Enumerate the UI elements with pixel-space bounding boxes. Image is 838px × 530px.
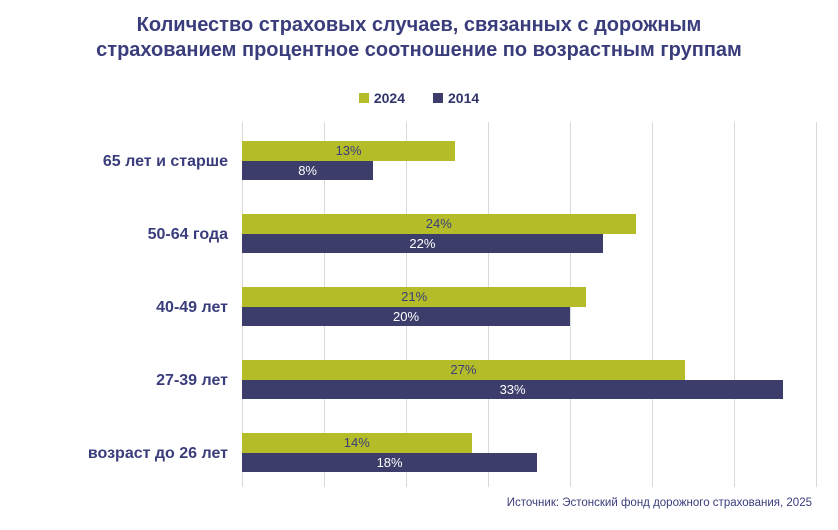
category-label: 65 лет и старше [102,152,228,170]
bar-value-label: 27% [450,362,477,378]
gridline [816,122,817,487]
bar-value-label: 33% [499,381,526,397]
bar-group: 14% 18% [242,414,816,487]
plot-rows: 13% 8% 24% 22% 21% 20% 27% 33% 14% 18% [242,122,816,487]
bar-group: 27% 33% [242,341,816,414]
category-label: возраст до 26 лет [87,444,228,462]
legend-swatch-2014-icon [433,93,443,103]
bar-2024: 21% [242,287,587,307]
bar-2024: 27% [242,360,685,380]
category-label: 50-64 года [147,225,228,243]
legend-label-2014: 2014 [448,90,480,106]
bar-2024: 24% [242,214,636,234]
bar-value-label: 8% [298,162,317,178]
category-label: 40-49 лет [156,298,228,316]
bar-2014: 33% [242,379,784,399]
bar-2014: 20% [242,306,570,326]
bar-2024: 14% [242,433,472,453]
bar-2014: 8% [242,160,374,180]
legend-swatch-2024-icon [358,93,369,103]
bar-2024: 13% [242,141,456,161]
bar-value-label: 22% [409,235,436,251]
bar-value-label: 21% [401,289,428,305]
bar-group: 13% 8% [242,122,816,195]
bar-value-label: 18% [376,454,403,470]
source-note: Источник: Эстонский фонд дорожного страх… [506,497,812,509]
legend-item-2024: 2024 [358,90,405,106]
bar-group: 21% 20% [242,268,816,341]
chart-title: Количество страховых случаев, связанных … [96,14,742,61]
gridline [734,122,735,487]
bar-group: 24% 22% [242,195,816,268]
bar-value-label: 14% [343,435,370,451]
category-axis: 65 лет и старше 50-64 года 40-49 лет 27-39 … [0,122,228,487]
legend-item-2014: 2014 [433,90,479,106]
bar-value-label: 20% [392,308,420,324]
bar-2014: 22% [242,233,603,253]
bar-2014: 18% [242,452,538,472]
gridline [652,122,653,487]
bar-value-label: 13% [335,143,362,159]
legend: 2024 2014 [0,90,838,106]
plot-area: 13% 8% 24% 22% 21% 20% 27% 33% 14% 18% [242,122,817,487]
bar-value-label: 24% [425,216,452,232]
category-label: 27-39 лет [156,371,228,389]
legend-label-2024: 2024 [373,90,405,106]
